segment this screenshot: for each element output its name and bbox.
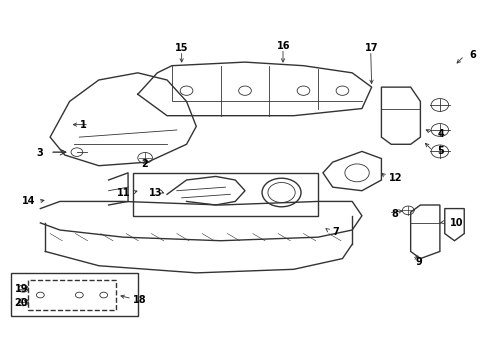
Text: 8: 8	[391, 209, 398, 219]
Text: 1: 1	[80, 120, 87, 130]
Text: 20: 20	[15, 298, 28, 308]
Text: 3: 3	[36, 148, 43, 158]
Bar	[28, 280, 116, 310]
Bar	[11, 273, 138, 316]
Text: 2: 2	[142, 159, 148, 169]
Text: 10: 10	[450, 218, 463, 228]
Text: 11: 11	[117, 188, 130, 198]
Text: 9: 9	[416, 257, 422, 267]
Text: 16: 16	[277, 41, 291, 51]
Text: 14: 14	[22, 197, 35, 206]
Text: 7: 7	[333, 227, 340, 237]
Bar	[133, 173, 318, 216]
Text: 5: 5	[438, 147, 444, 157]
Text: 6: 6	[469, 50, 476, 60]
Text: 19: 19	[15, 284, 28, 294]
Text: 15: 15	[175, 43, 189, 53]
Text: 18: 18	[133, 295, 147, 305]
Text: 4: 4	[438, 129, 444, 139]
Text: 17: 17	[365, 43, 378, 53]
Text: 12: 12	[389, 173, 402, 183]
Text: 13: 13	[148, 188, 162, 198]
